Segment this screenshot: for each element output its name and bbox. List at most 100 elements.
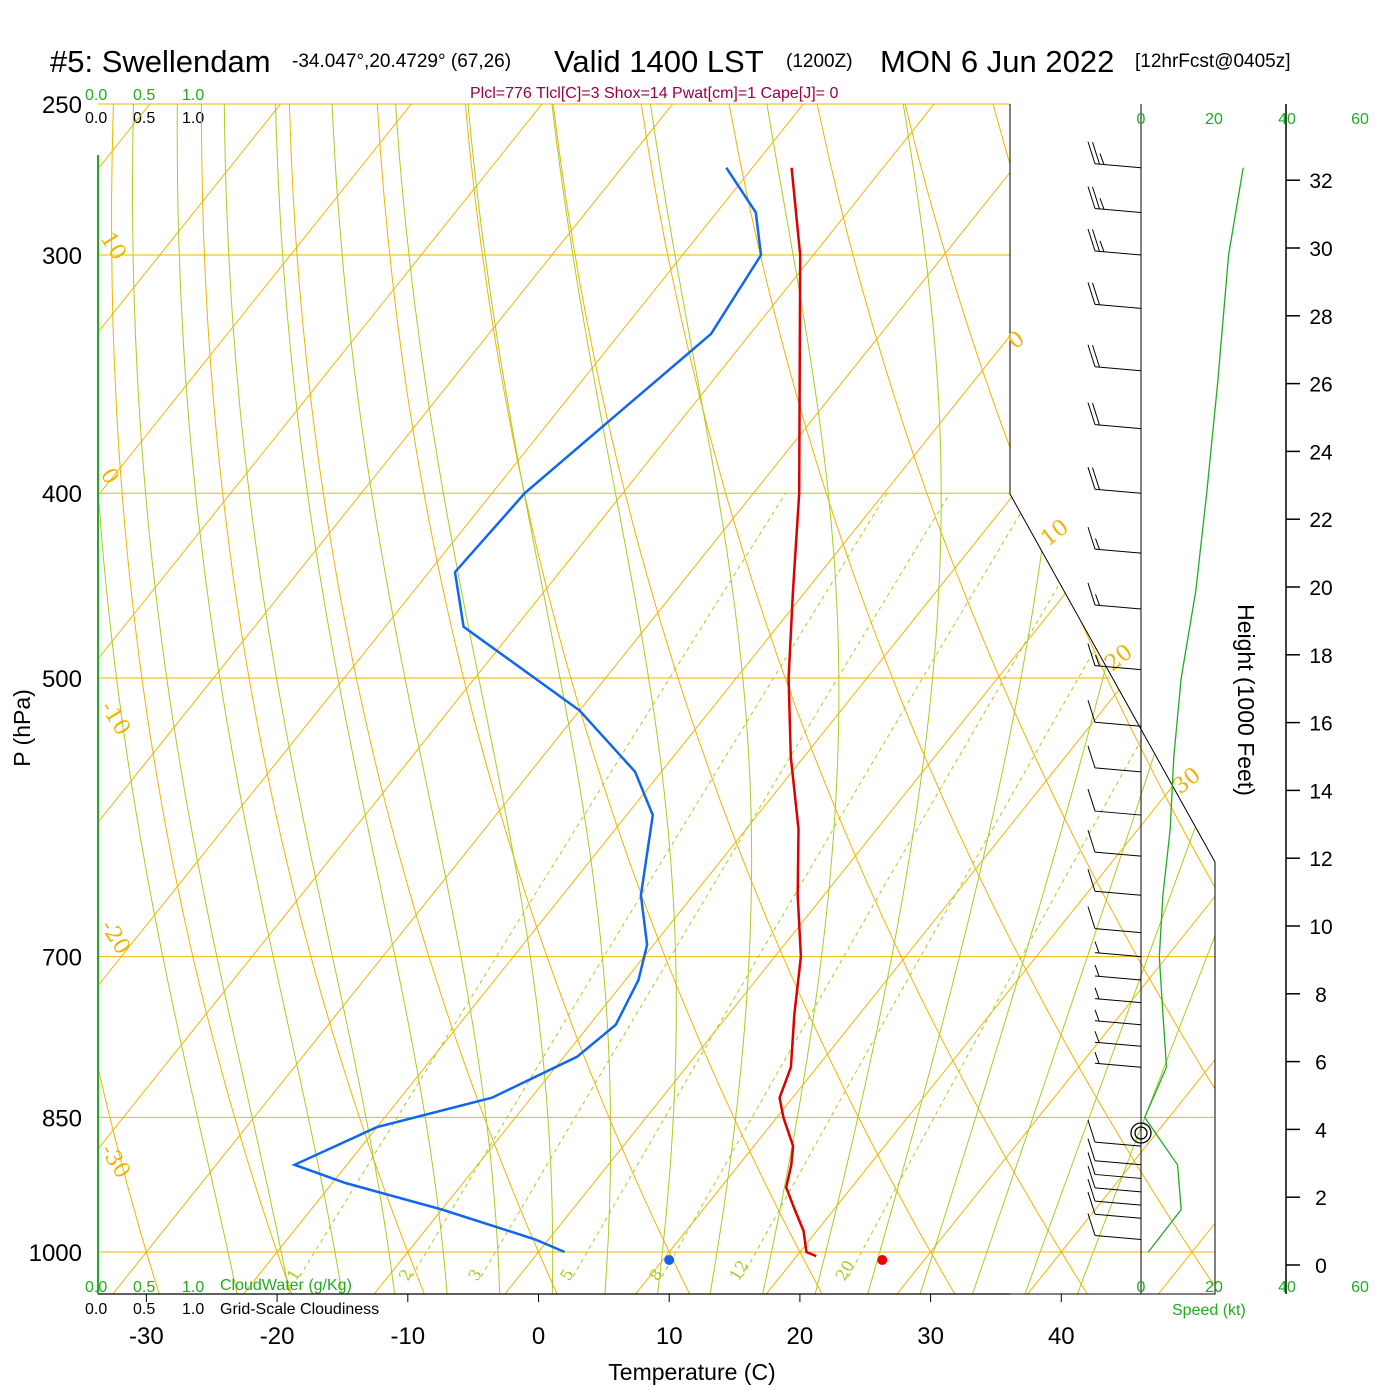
dry-adiabat bbox=[728, 104, 1215, 1294]
cloudwater-label: CloudWater (g/Kg) bbox=[220, 1277, 352, 1294]
speed-tick-bottom: 0 bbox=[1137, 1279, 1146, 1296]
wind-barb bbox=[1087, 643, 1142, 671]
wind-barb bbox=[1087, 582, 1142, 610]
isotherm-label: -20 bbox=[95, 916, 135, 959]
wind-barb bbox=[1087, 745, 1142, 773]
svg-text:1.0: 1.0 bbox=[182, 1301, 204, 1318]
svg-text:0.5: 0.5 bbox=[133, 87, 155, 104]
isotherm-label: 0 bbox=[95, 464, 124, 489]
mixing-ratio-label: 20 bbox=[832, 1257, 859, 1284]
pressure-tick-400: 400 bbox=[42, 481, 82, 508]
speed-tick-bottom: 20 bbox=[1205, 1279, 1223, 1296]
svg-text:0.0: 0.0 bbox=[85, 110, 107, 127]
height-tick: 4 bbox=[1315, 1119, 1327, 1142]
height-tick: 16 bbox=[1309, 713, 1332, 736]
moist-adiabat bbox=[274, 104, 449, 1294]
svg-text:0.0: 0.0 bbox=[85, 1279, 107, 1296]
isotherm-line bbox=[98, 104, 281, 1294]
speed-tick-top: 0 bbox=[1137, 111, 1146, 128]
dewpoint-line bbox=[291, 167, 763, 1254]
y-axis-label: P (hPa) bbox=[9, 689, 35, 767]
isotherm-line bbox=[1027, 104, 1215, 1294]
wind-barb bbox=[1087, 788, 1142, 816]
dry-adiabat bbox=[640, 104, 1092, 1294]
dry-adiabat bbox=[200, 104, 428, 1294]
height-tick: 30 bbox=[1309, 238, 1332, 261]
mixing-ratio-line bbox=[742, 492, 1186, 1277]
wind-barb bbox=[1087, 1165, 1142, 1193]
temperature-tick: 20 bbox=[787, 1323, 814, 1350]
wind-speed-line bbox=[1143, 167, 1244, 1253]
isotherm-line bbox=[635, 104, 1215, 1294]
isotherm-line bbox=[243, 104, 1196, 1294]
moist-adiabat bbox=[98, 104, 239, 1294]
wind-barb bbox=[1087, 829, 1142, 857]
temperature-tick: 30 bbox=[917, 1323, 944, 1350]
height-tick: 12 bbox=[1309, 848, 1332, 871]
wind-barb bbox=[1094, 1052, 1142, 1068]
moist-adiabat bbox=[464, 104, 612, 1294]
isotherm-label-right: 30 bbox=[1168, 763, 1205, 800]
temperature-tick: 40 bbox=[1048, 1323, 1075, 1350]
wind-barb bbox=[1087, 467, 1142, 494]
forecast-date: MON 6 Jun 2022 bbox=[880, 44, 1114, 79]
x-axis-label: Temperature (C) bbox=[608, 1359, 775, 1385]
pressure-tick-300: 300 bbox=[42, 243, 82, 270]
isotherm-line bbox=[98, 104, 674, 1294]
moist-adiabat bbox=[1074, 104, 1215, 1294]
height-tick: 24 bbox=[1309, 441, 1333, 464]
moist-adiabat bbox=[969, 104, 1215, 1294]
dry-adiabat bbox=[1257, 104, 1400, 1300]
mixing-ratio-label: 3 bbox=[464, 1266, 486, 1284]
temperature-tick: 10 bbox=[656, 1323, 683, 1350]
moist-adiabat bbox=[176, 104, 344, 1294]
mixing-ratio-labels: 1 2 3 5 8 12 20 bbox=[283, 1257, 858, 1284]
wind-barb bbox=[1087, 228, 1142, 256]
wind-barb bbox=[1087, 1138, 1142, 1166]
height-axis-label: Height (1000 Feet) bbox=[1233, 604, 1259, 796]
pressure-ticks: 250 300 400 500 700 850 1000 bbox=[29, 92, 82, 1267]
isotherm-line bbox=[1158, 104, 1215, 1294]
wind-barb bbox=[1087, 141, 1142, 169]
dry-adiabat bbox=[376, 104, 694, 1294]
plot-boundary bbox=[1009, 104, 1216, 1295]
wind-barb bbox=[1087, 402, 1142, 430]
dry-adiabat bbox=[992, 104, 1215, 1294]
surface-temperature-marker bbox=[877, 1255, 888, 1265]
pressure-tick-250: 250 bbox=[42, 92, 82, 119]
moist-adiabat bbox=[760, 104, 840, 1294]
speed-tick-top: 60 bbox=[1351, 111, 1369, 128]
moist-adiabat bbox=[547, 104, 677, 1294]
pressure-tick-500: 500 bbox=[42, 666, 82, 693]
pressure-tick-1000: 1000 bbox=[29, 1240, 82, 1267]
isotherm-line bbox=[896, 104, 1215, 1294]
height-tick: 0 bbox=[1315, 1255, 1327, 1278]
svg-text:0.0: 0.0 bbox=[85, 87, 107, 104]
isotherm-line bbox=[98, 104, 412, 1294]
speed-tick-top: 40 bbox=[1278, 111, 1296, 128]
isobar-lines bbox=[98, 103, 1215, 1253]
temperature-line bbox=[778, 167, 817, 1258]
wind-barb bbox=[1094, 941, 1142, 958]
mixing-ratio-label: 12 bbox=[726, 1257, 753, 1284]
mixing-ratio-line bbox=[299, 492, 787, 1277]
isotherm-line bbox=[112, 104, 1066, 1294]
wind-barb bbox=[1087, 1152, 1142, 1179]
wind-barb bbox=[1087, 1119, 1142, 1147]
moist-adiabat bbox=[813, 104, 942, 1294]
wind-barb bbox=[1094, 1031, 1142, 1047]
wind-barb bbox=[1087, 1179, 1142, 1206]
dry-adiabat bbox=[288, 104, 561, 1294]
svg-text:1.0: 1.0 bbox=[182, 110, 204, 127]
dry-adiabat bbox=[464, 104, 827, 1294]
isotherm-label-right: 20 bbox=[1100, 640, 1137, 677]
wind-barb bbox=[1087, 869, 1142, 896]
dry-adiabat-lines bbox=[98, 104, 1400, 1300]
moist-adiabat bbox=[330, 104, 501, 1294]
moist-adiabat bbox=[645, 104, 753, 1294]
height-tick: 2 bbox=[1315, 1187, 1327, 1210]
wind-barb bbox=[1087, 1192, 1142, 1219]
svg-text:0.5: 0.5 bbox=[133, 1279, 155, 1296]
